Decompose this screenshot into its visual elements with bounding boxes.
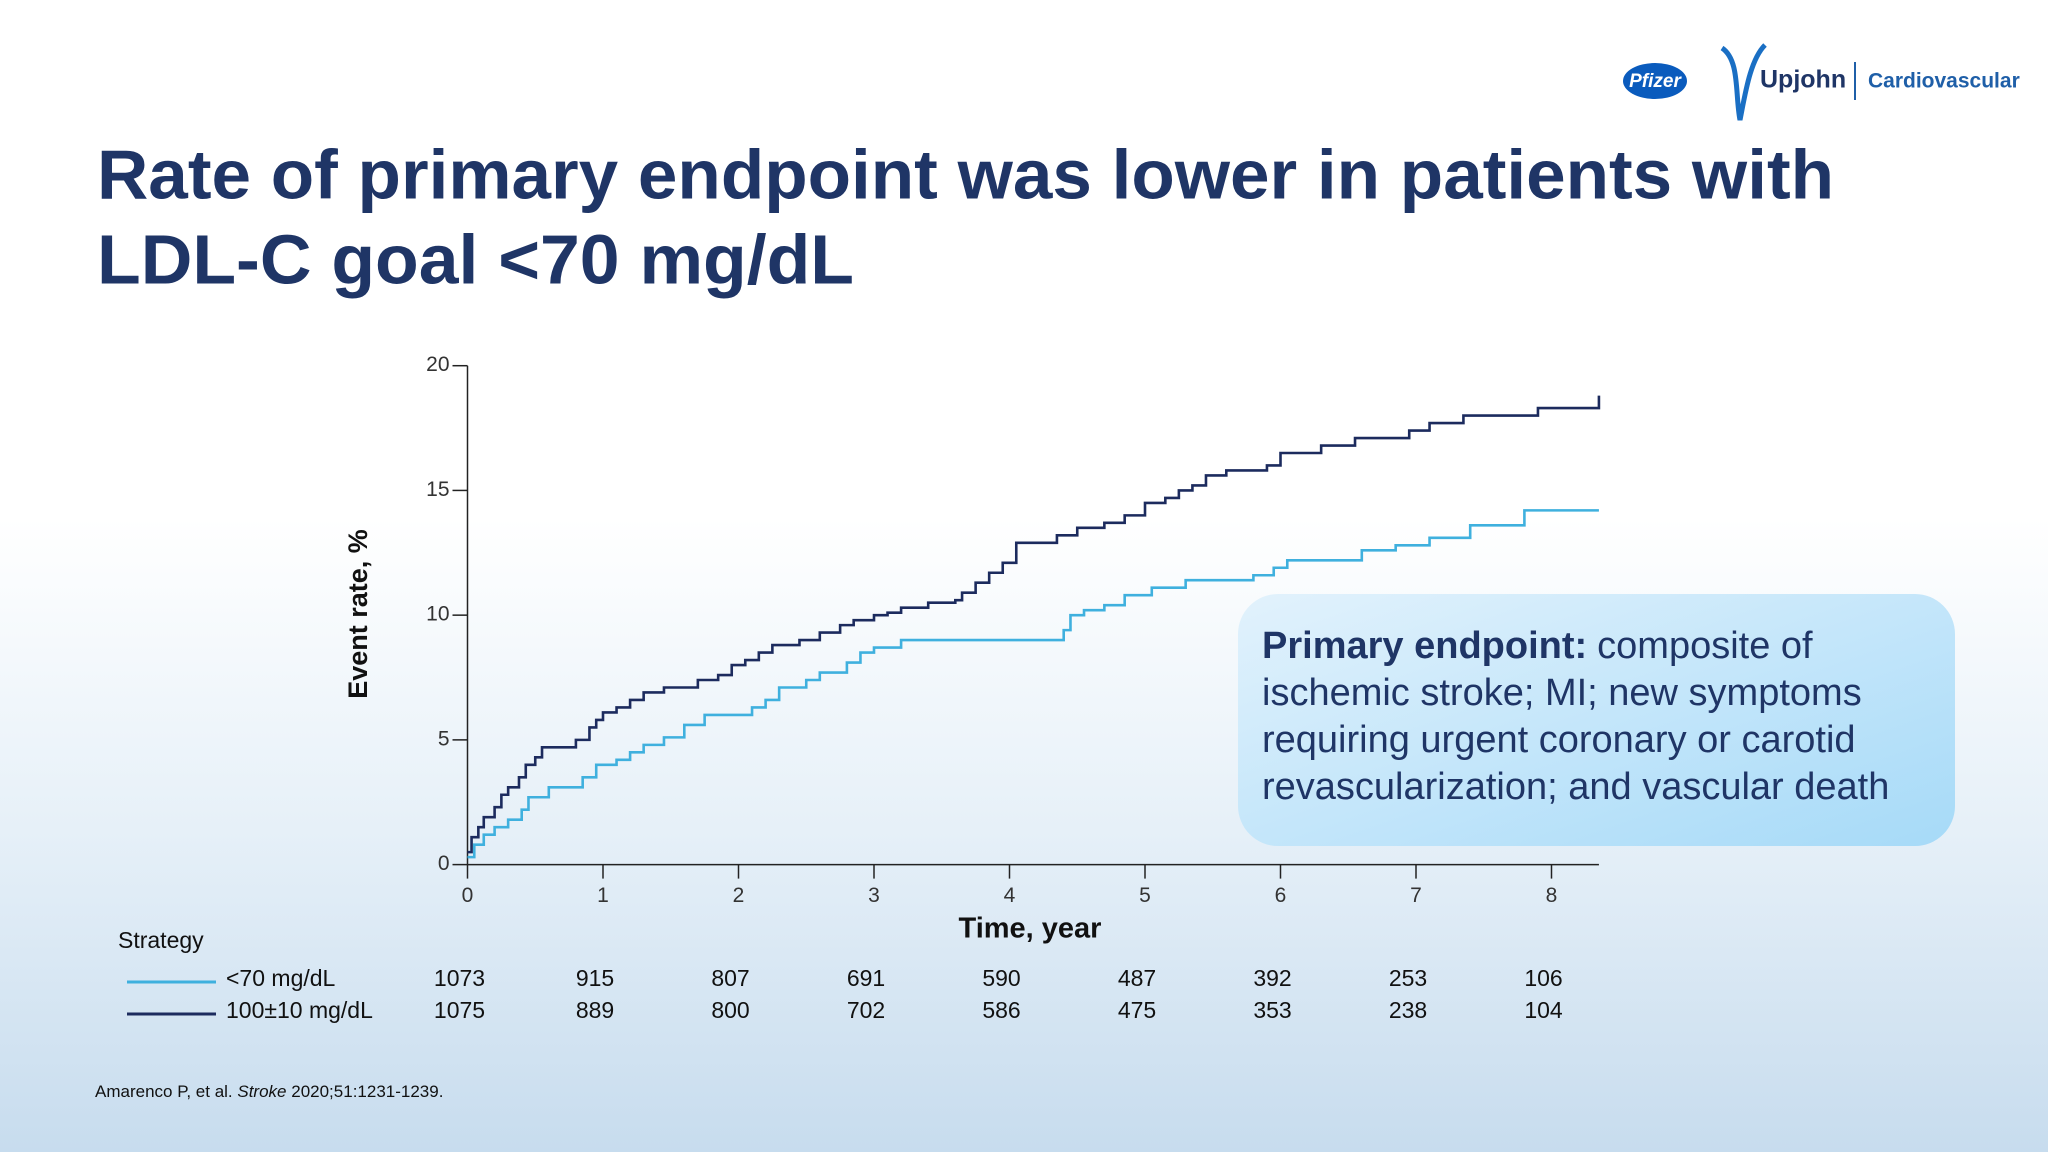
- title-line: LDL-C goal <70 mg/dL: [97, 220, 854, 298]
- callout-text: ischemic stroke; MI; new symptoms: [1262, 672, 1862, 714]
- at-risk-count: 889: [576, 997, 614, 1023]
- x-tick-label: 5: [1139, 884, 1151, 907]
- callout-text: composite of: [1597, 625, 1813, 667]
- at-risk-count: 392: [1253, 965, 1291, 991]
- x-tick-label: 0: [462, 884, 474, 907]
- citation-journal: Stroke: [237, 1082, 286, 1101]
- at-risk-count: 586: [982, 997, 1020, 1023]
- y-axis-title: Event rate, %: [343, 529, 373, 699]
- x-axis-title: Time, year: [959, 913, 1102, 945]
- title-line: Rate of primary endpoint was lower in pa…: [97, 135, 1834, 213]
- x-tick-label: 4: [1004, 884, 1016, 907]
- at-risk-count: 487: [1118, 965, 1156, 991]
- legend-label: 100±10 mg/dL: [226, 997, 373, 1023]
- callout-box: [1238, 594, 1955, 846]
- y-tick-label: 20: [426, 353, 449, 376]
- y-tick-label: 15: [426, 478, 449, 501]
- at-risk-count: 915: [576, 965, 614, 991]
- callout-text: requiring urgent coronary or carotid: [1262, 719, 1856, 761]
- at-risk-title: Strategy: [118, 927, 204, 953]
- at-risk-count: 1075: [434, 997, 485, 1023]
- at-risk-count: 807: [711, 965, 749, 991]
- legend-label: <70 mg/dL: [226, 965, 336, 991]
- pfizer-logo: [1623, 63, 1687, 99]
- y-tick-label: 0: [438, 852, 450, 875]
- callout-line: Primary endpoint: composite of: [1262, 625, 1813, 667]
- pfizer-text: Pfizer: [1629, 71, 1682, 92]
- at-risk-count: 475: [1118, 997, 1156, 1023]
- at-risk-count: 800: [711, 997, 749, 1023]
- at-risk-count: 238: [1389, 997, 1427, 1023]
- upjohn-text: Upjohn: [1760, 66, 1846, 94]
- series-line: [467, 395, 1601, 854]
- at-risk-count: 353: [1253, 997, 1291, 1023]
- callout-heading: Primary endpoint:: [1262, 625, 1587, 667]
- at-risk-count: 104: [1524, 997, 1563, 1023]
- x-tick-label: 6: [1275, 884, 1287, 907]
- at-risk-count: 1073: [434, 965, 485, 991]
- citation: Amarenco P, et al. Stroke 2020;51:1231-1…: [95, 1082, 443, 1101]
- citation-authors: Amarenco P, et al.: [95, 1082, 237, 1101]
- upjohn-swoosh: [1720, 43, 1767, 121]
- logos: Pfizer Upjohn Cardiovascular: [1623, 43, 2020, 121]
- x-tick-label: 2: [733, 884, 745, 907]
- at-risk-count: 702: [847, 997, 885, 1023]
- y-tick-label: 5: [438, 727, 450, 750]
- callout-text: revascularization; and vascular death: [1262, 766, 1889, 808]
- at-risk-count: 590: [982, 965, 1020, 991]
- division-text: Cardiovascular: [1868, 70, 2020, 93]
- series-line: [467, 509, 1599, 859]
- at-risk-count: 253: [1389, 965, 1427, 991]
- citation-ref: 2020;51:1231-1239.: [287, 1082, 444, 1101]
- x-tick-label: 7: [1410, 884, 1422, 907]
- x-tick-label: 3: [868, 884, 880, 907]
- at-risk-count: 691: [847, 965, 885, 991]
- y-tick-label: 10: [426, 603, 449, 626]
- at-risk-count: 106: [1524, 965, 1562, 991]
- x-tick-label: 1: [597, 884, 609, 907]
- x-tick-label: 8: [1546, 884, 1558, 907]
